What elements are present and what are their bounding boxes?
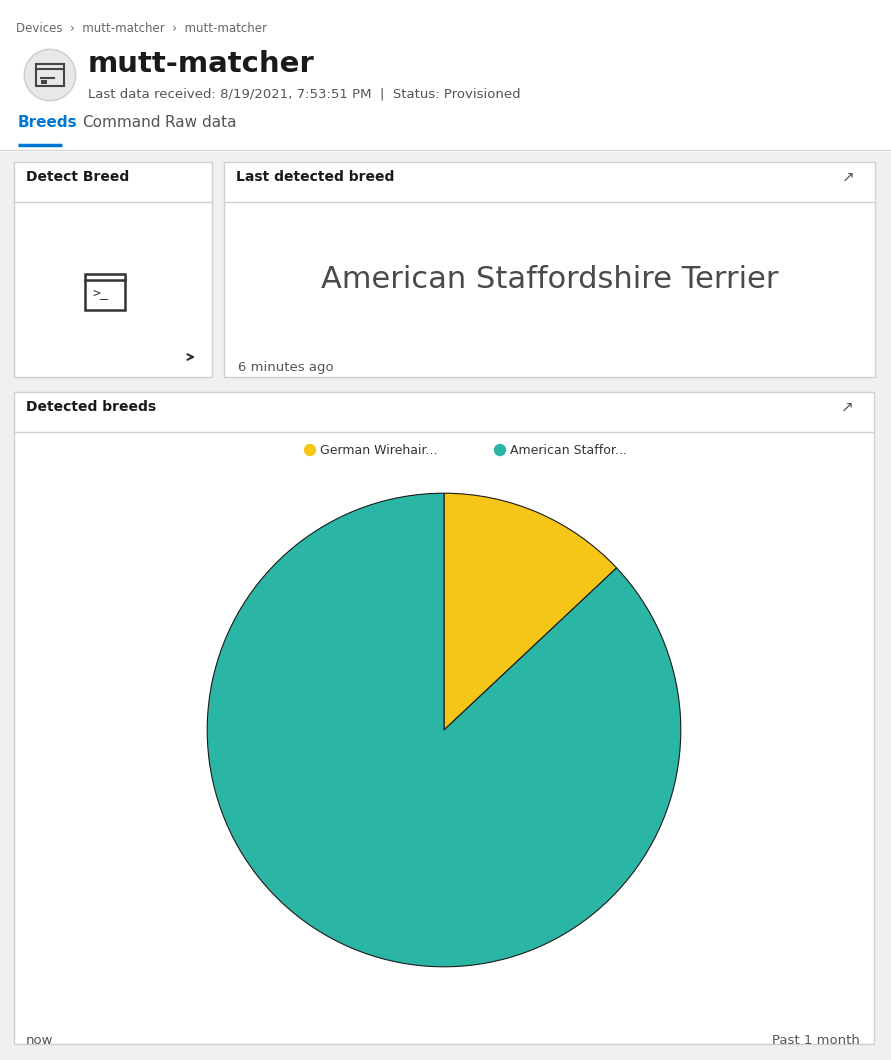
Bar: [36, 64, 64, 86]
Bar: [0, 0, 891, 152]
Text: ↗: ↗: [842, 170, 855, 185]
Text: Detect Breed: Detect Breed: [26, 170, 129, 184]
Bar: [14, 162, 212, 377]
Wedge shape: [208, 493, 681, 967]
Text: 6 minutes ago: 6 minutes ago: [238, 361, 333, 374]
Bar: [41, 80, 47, 84]
Text: Command: Command: [82, 114, 160, 130]
Text: now: now: [26, 1034, 53, 1047]
Text: German Wirehair...: German Wirehair...: [320, 443, 437, 457]
Wedge shape: [444, 493, 617, 730]
Text: Devices  ›  mutt-matcher  ›  mutt-matcher: Devices › mutt-matcher › mutt-matcher: [16, 22, 267, 35]
Text: Raw data: Raw data: [165, 114, 236, 130]
Text: Last detected breed: Last detected breed: [236, 170, 395, 184]
Circle shape: [24, 49, 76, 101]
Text: mutt-matcher: mutt-matcher: [88, 50, 315, 78]
Text: American Staffor...: American Staffor...: [510, 443, 627, 457]
Text: Breeds: Breeds: [18, 114, 78, 130]
Text: >_: >_: [92, 287, 108, 300]
Text: ↗: ↗: [841, 400, 854, 416]
Text: Detected breeds: Detected breeds: [26, 400, 156, 414]
Bar: [14, 392, 874, 1044]
Bar: [224, 162, 875, 377]
Text: Last data received: 8/19/2021, 7:53:51 PM  |  Status: Provisioned: Last data received: 8/19/2021, 7:53:51 P…: [88, 88, 520, 101]
Circle shape: [495, 444, 505, 456]
Text: American Staffordshire Terrier: American Staffordshire Terrier: [321, 265, 778, 295]
Text: Past 1 month: Past 1 month: [772, 1034, 860, 1047]
Bar: [85, 273, 125, 310]
Circle shape: [305, 444, 315, 456]
